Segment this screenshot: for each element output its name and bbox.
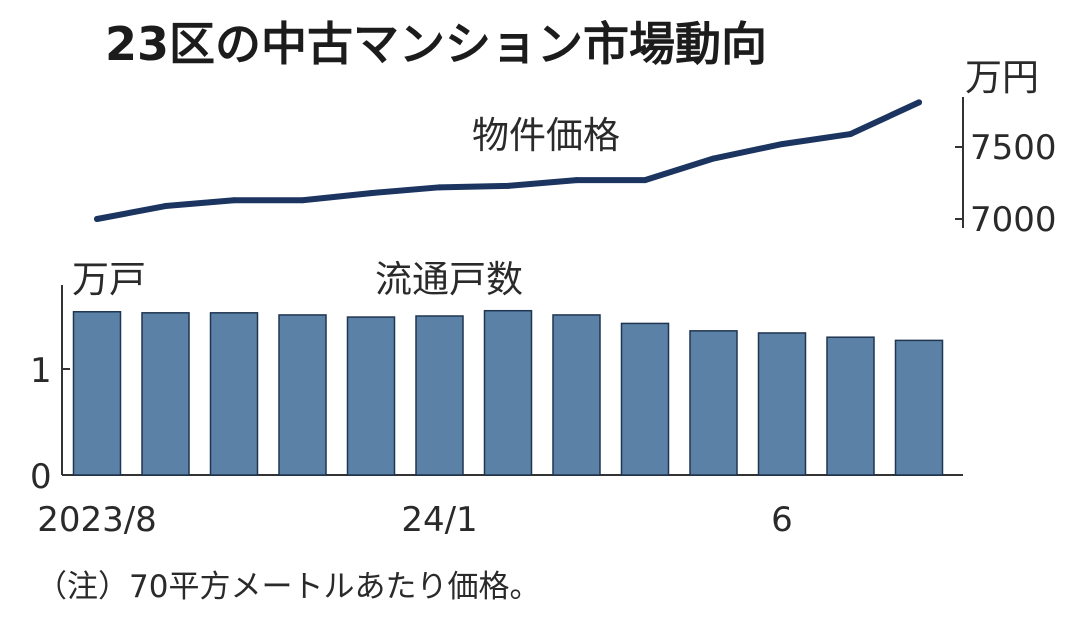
price-point — [847, 131, 854, 138]
stock-bar — [894, 339, 944, 476]
stock-bar — [72, 311, 122, 476]
stock-bar — [346, 316, 396, 476]
stock-y-tick-label: 0 — [30, 457, 52, 497]
price-point — [710, 155, 717, 162]
price-point — [916, 99, 922, 106]
stock-bar-series — [72, 309, 944, 476]
stock-bar — [826, 336, 875, 476]
x-tick-label: 2023/8 — [37, 500, 157, 540]
chart-title: 23区の中古マンション市場動向 — [105, 17, 767, 71]
price-series-label: 物件価格 — [472, 114, 620, 157]
price-y-axis: 7000 7500 — [955, 97, 1057, 240]
price-point — [231, 197, 237, 204]
price-point — [779, 141, 785, 148]
price-line-chart: 万円 物件価格 7000 7500 — [94, 56, 1057, 240]
stock-unit-label: 万戸 — [72, 258, 146, 301]
stock-bar — [757, 332, 807, 476]
chart-note: （注）70平方メートルあたり価格。 — [36, 569, 540, 605]
x-tick-label: 24/1 — [401, 500, 477, 540]
x-tick-label: 6 — [771, 500, 793, 540]
stock-bar — [689, 330, 738, 476]
price-point — [94, 216, 100, 222]
stock-y-tick-label: 1 — [30, 351, 52, 391]
stock-bar — [620, 322, 670, 476]
price-point — [299, 197, 306, 204]
price-point — [162, 203, 169, 210]
price-y-tick-label: 7000 — [970, 200, 1057, 240]
price-point — [505, 182, 511, 189]
stock-series-label: 流通戸数 — [375, 258, 523, 301]
price-point — [436, 184, 443, 191]
stock-bar — [209, 312, 259, 476]
stock-bar — [415, 315, 464, 476]
price-unit-label: 万円 — [965, 56, 1039, 99]
stock-bar-chart: 万戸 流通戸数 0 1 2023/8 24/1 6 — [30, 258, 963, 540]
price-point — [642, 177, 648, 184]
price-y-tick-label: 7500 — [970, 128, 1057, 168]
stock-bar — [278, 314, 327, 476]
price-line-series — [94, 99, 922, 222]
stock-bar — [552, 314, 601, 476]
stock-bar — [483, 309, 533, 476]
price-point — [368, 190, 374, 197]
price-point — [573, 177, 580, 184]
stock-bar — [141, 312, 190, 476]
stock-x-axis: 2023/8 24/1 6 — [37, 500, 793, 540]
